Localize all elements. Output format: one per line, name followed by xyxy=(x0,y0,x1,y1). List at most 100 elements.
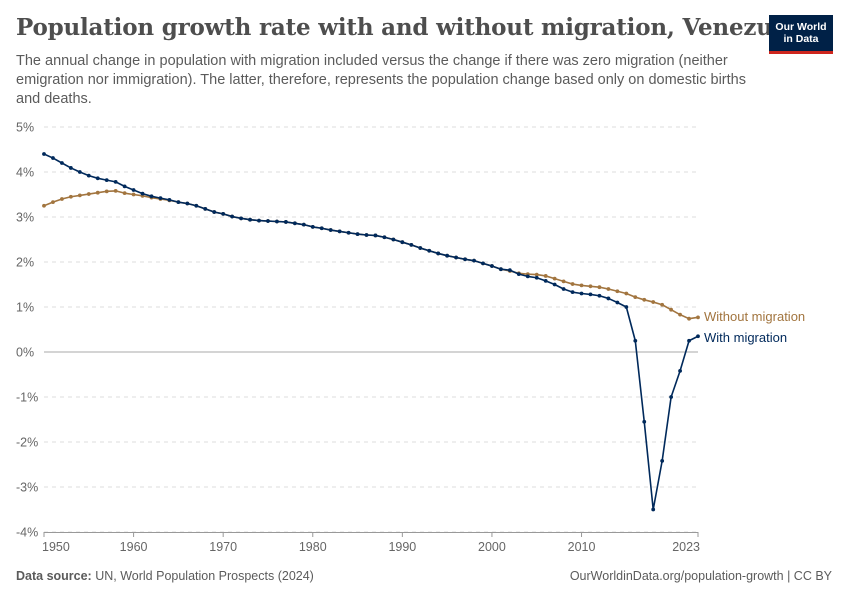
data-point-with-migration[interactable] xyxy=(454,255,459,260)
data-point-with-migration[interactable] xyxy=(696,334,700,339)
data-point-with-migration[interactable] xyxy=(310,225,315,229)
series-line-without-migration[interactable] xyxy=(43,190,699,320)
data-point-without-migration[interactable] xyxy=(651,300,656,304)
data-point-without-migration[interactable] xyxy=(642,297,647,302)
data-point-with-migration[interactable] xyxy=(248,217,252,222)
data-point-without-migration[interactable] xyxy=(95,190,100,195)
data-point-without-migration[interactable] xyxy=(552,276,557,281)
data-point-with-migration[interactable] xyxy=(346,230,351,235)
data-point-with-migration[interactable] xyxy=(400,240,405,245)
data-point-with-migration[interactable] xyxy=(364,233,369,237)
data-point-with-migration[interactable] xyxy=(499,267,503,272)
data-point-with-migration[interactable] xyxy=(337,229,342,234)
data-point-without-migration[interactable] xyxy=(606,287,611,291)
data-point-without-migration[interactable] xyxy=(543,274,548,278)
data-point-with-migration[interactable] xyxy=(301,222,306,227)
data-point-without-migration[interactable] xyxy=(77,193,82,198)
data-point-with-migration[interactable] xyxy=(167,198,172,202)
data-point-without-migration[interactable] xyxy=(624,291,629,296)
data-point-with-migration[interactable] xyxy=(373,233,378,238)
data-point-with-migration[interactable] xyxy=(516,272,521,277)
data-point-with-migration[interactable] xyxy=(51,156,55,160)
data-point-with-migration[interactable] xyxy=(382,235,387,240)
data-point-with-migration[interactable] xyxy=(77,170,82,174)
data-point-with-migration[interactable] xyxy=(669,395,674,399)
data-point-without-migration[interactable] xyxy=(696,315,700,320)
data-point-with-migration[interactable] xyxy=(391,237,396,242)
data-point-with-migration[interactable] xyxy=(606,296,611,301)
data-point-without-migration[interactable] xyxy=(104,189,109,194)
data-point-with-migration[interactable] xyxy=(561,287,566,291)
data-point-without-migration[interactable] xyxy=(60,197,64,201)
data-point-with-migration[interactable] xyxy=(409,243,414,247)
data-point-with-migration[interactable] xyxy=(68,166,73,170)
data-point-with-migration[interactable] xyxy=(543,279,548,283)
data-point-without-migration[interactable] xyxy=(42,203,46,208)
data-point-with-migration[interactable] xyxy=(158,196,163,201)
data-point-without-migration[interactable] xyxy=(68,194,73,199)
data-point-with-migration[interactable] xyxy=(86,173,91,178)
data-point-with-migration[interactable] xyxy=(239,216,244,221)
data-point-with-migration[interactable] xyxy=(275,219,279,224)
data-point-without-migration[interactable] xyxy=(86,192,91,196)
data-point-with-migration[interactable] xyxy=(463,257,467,262)
data-point-with-migration[interactable] xyxy=(122,184,127,189)
data-point-without-migration[interactable] xyxy=(113,189,118,193)
data-point-with-migration[interactable] xyxy=(266,219,270,223)
data-point-with-migration[interactable] xyxy=(418,246,423,250)
data-point-with-migration[interactable] xyxy=(221,211,226,216)
line-chart[interactable]: -4% -3% -2% -1% 0% 1% 2% 3% 4% 5% 1950 1960 1970 1980… xyxy=(0,0,850,560)
data-point-with-migration[interactable] xyxy=(60,161,64,165)
data-point-with-migration[interactable] xyxy=(472,258,476,263)
data-point-with-migration[interactable] xyxy=(212,210,217,214)
data-point-with-migration[interactable] xyxy=(534,275,539,280)
data-point-without-migration[interactable] xyxy=(122,191,127,196)
series-line-with-migration[interactable] xyxy=(43,153,699,511)
data-point-with-migration[interactable] xyxy=(615,300,620,305)
data-point-with-migration[interactable] xyxy=(633,338,638,343)
data-point-without-migration[interactable] xyxy=(687,316,691,321)
data-point-without-migration[interactable] xyxy=(570,282,575,286)
data-point-with-migration[interactable] xyxy=(597,293,602,298)
data-point-with-migration[interactable] xyxy=(319,226,324,231)
data-point-with-migration[interactable] xyxy=(678,369,682,373)
data-point-with-migration[interactable] xyxy=(507,268,512,272)
data-point-with-migration[interactable] xyxy=(42,152,46,156)
data-point-with-migration[interactable] xyxy=(445,253,450,258)
data-point-without-migration[interactable] xyxy=(660,302,665,307)
data-point-with-migration[interactable] xyxy=(104,178,109,183)
data-point-without-migration[interactable] xyxy=(534,272,539,277)
data-point-with-migration[interactable] xyxy=(651,507,656,512)
data-point-with-migration[interactable] xyxy=(588,292,593,297)
data-point-without-migration[interactable] xyxy=(597,285,602,290)
data-point-without-migration[interactable] xyxy=(579,283,584,288)
data-point-with-migration[interactable] xyxy=(185,201,190,206)
data-point-without-migration[interactable] xyxy=(561,279,566,284)
data-point-with-migration[interactable] xyxy=(328,228,333,232)
data-point-without-migration[interactable] xyxy=(633,295,638,299)
data-point-with-migration[interactable] xyxy=(642,419,647,424)
data-point-with-migration[interactable] xyxy=(131,188,136,192)
data-point-with-migration[interactable] xyxy=(176,200,181,205)
data-point-with-migration[interactable] xyxy=(579,291,584,296)
data-point-with-migration[interactable] xyxy=(624,305,629,309)
data-point-without-migration[interactable] xyxy=(131,192,136,197)
data-point-with-migration[interactable] xyxy=(283,220,288,224)
data-point-with-migration[interactable] xyxy=(140,191,145,196)
data-point-with-migration[interactable] xyxy=(436,251,441,256)
data-point-with-migration[interactable] xyxy=(257,218,261,223)
data-point-with-migration[interactable] xyxy=(687,338,691,343)
data-point-with-migration[interactable] xyxy=(570,290,575,295)
data-point-with-migration[interactable] xyxy=(203,207,208,211)
data-point-without-migration[interactable] xyxy=(588,284,593,289)
data-point-with-migration[interactable] xyxy=(230,214,235,219)
data-point-with-migration[interactable] xyxy=(355,232,360,237)
data-point-with-migration[interactable] xyxy=(113,180,118,184)
source-url-link[interactable]: OurWorldinData.org/population-growth | C… xyxy=(569,569,832,583)
data-point-with-migration[interactable] xyxy=(95,176,100,181)
data-point-with-migration[interactable] xyxy=(194,203,199,208)
data-point-without-migration[interactable] xyxy=(669,307,674,312)
data-point-with-migration[interactable] xyxy=(552,282,557,287)
data-point-without-migration[interactable] xyxy=(51,200,55,205)
data-point-with-migration[interactable] xyxy=(481,261,485,266)
